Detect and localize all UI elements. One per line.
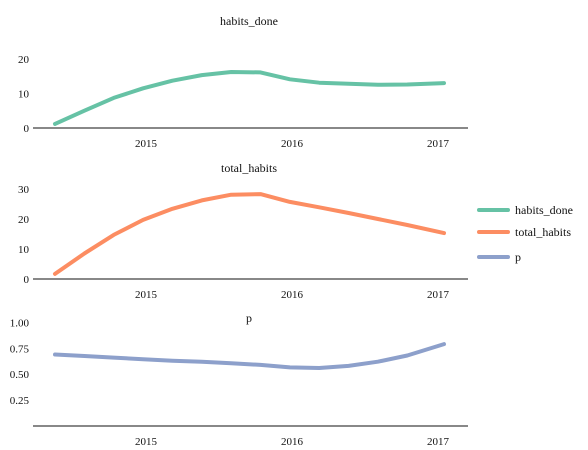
y-tick-label-1-10: 10 (18, 244, 30, 256)
panel-title-1: total_habits (221, 161, 277, 175)
y-tick-label-0-0: 0 (24, 123, 30, 135)
x-tick-label-1-2015: 2015 (135, 289, 158, 301)
x-tick-label-1-2017: 2017 (427, 289, 450, 301)
x-tick-label-0-2016: 2016 (281, 138, 304, 150)
y-tick-label-2-0.50: 0.50 (10, 369, 30, 381)
series-line-p (53, 342, 446, 370)
y-tick-label-2-0.25: 0.25 (10, 395, 30, 407)
panel-title-0: habits_done (220, 14, 278, 28)
y-tick-label-1-30: 30 (18, 184, 30, 196)
x-tick-label-2-2015: 2015 (135, 436, 158, 448)
y-tick-label-1-0: 0 (24, 274, 30, 286)
series-line-habits_done (53, 70, 446, 126)
y-tick-label-0-20: 20 (18, 54, 30, 66)
y-tick-label-2-1.00: 1.00 (10, 317, 30, 329)
x-tick-label-0-2015: 2015 (135, 138, 158, 150)
x-tick-label-1-2016: 2016 (281, 289, 304, 301)
legend-label-total_habits: total_habits (515, 225, 571, 239)
x-tick-label-0-2017: 2017 (427, 138, 450, 150)
legend-label-p: p (515, 250, 521, 264)
x-tick-label-2-2016: 2016 (281, 436, 304, 448)
y-tick-label-1-20: 20 (18, 214, 30, 226)
y-tick-label-0-10: 10 (18, 88, 30, 100)
legend-label-habits_done: habits_done (515, 203, 573, 217)
series-line-total_habits (53, 192, 446, 276)
panel-title-2: p (246, 311, 252, 325)
x-tick-label-2-2017: 2017 (427, 436, 450, 448)
y-tick-label-2-0.75: 0.75 (10, 343, 30, 355)
